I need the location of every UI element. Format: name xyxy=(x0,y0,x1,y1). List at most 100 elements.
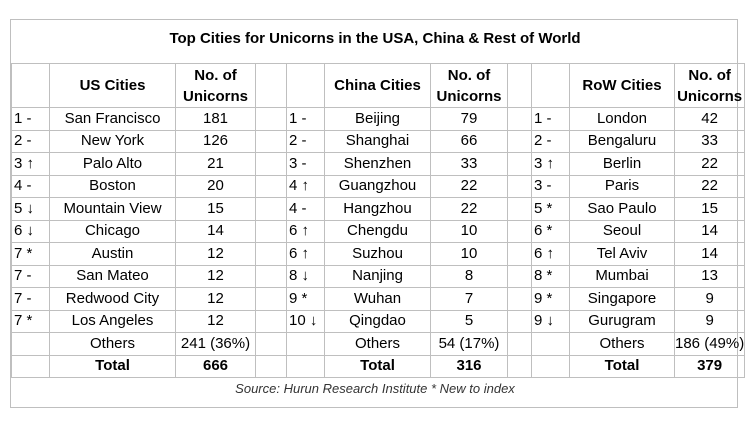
cn-others-count: 54 (17%) xyxy=(430,332,508,356)
us-count-cell: 126 xyxy=(175,129,256,153)
table-row: 2 - New York 126 2 - Shanghai 66 2 - Bengaluru 3… xyxy=(11,129,746,153)
row-cities-header: RoW Cities xyxy=(569,63,675,108)
spacer-cell xyxy=(255,219,287,243)
spacer-cell xyxy=(255,152,287,176)
cn-rank-cell: 1 - xyxy=(286,107,325,131)
cn-count-cell: 66 xyxy=(430,129,508,153)
cn-city-cell: Beijing xyxy=(324,107,431,131)
us-rank-cell: 2 - xyxy=(11,129,50,153)
us-city-cell: New York xyxy=(49,129,176,153)
spacer-cell xyxy=(255,287,287,311)
us-total-count: 666 xyxy=(175,354,256,378)
cn-rank-cell: 8 ↓ xyxy=(286,264,325,288)
spacer-cell xyxy=(531,354,570,378)
us-count-cell: 20 xyxy=(175,174,256,198)
us-city-cell: Chicago xyxy=(49,219,176,243)
spacer-cell xyxy=(255,174,287,198)
spacer-cell xyxy=(286,354,325,378)
us-count-cell: 12 xyxy=(175,242,256,266)
rw-rank-cell: 1 - xyxy=(531,107,570,131)
rw-rank-cell: 3 ↑ xyxy=(531,152,570,176)
cn-count-cell: 22 xyxy=(430,197,508,221)
spacer-cell xyxy=(507,152,532,176)
cn-count-cell: 5 xyxy=(430,309,508,333)
us-count-cell: 181 xyxy=(175,107,256,131)
cn-city-cell: Hangzhou xyxy=(324,197,431,221)
us-rank-cell: 7 * xyxy=(11,309,50,333)
spacer-cell xyxy=(507,129,532,153)
table-row: 7 - Redwood City 12 9 * Wuhan 7 9 * Singapore 9 xyxy=(11,287,746,311)
us-city-cell: San Francisco xyxy=(49,107,176,131)
cn-count-cell: 10 xyxy=(430,242,508,266)
us-rank-cell: 5 ↓ xyxy=(11,197,50,221)
rw-count-cell: 14 xyxy=(673,242,746,266)
us-rank-cell: 4 - xyxy=(11,174,50,198)
cn-city-cell: Wuhan xyxy=(324,287,431,311)
us-count-cell: 12 xyxy=(175,287,256,311)
table-title: Top Cities for Unicorns in the USA, Chin… xyxy=(169,30,581,47)
cn-city-cell: Shanghai xyxy=(324,129,431,153)
spacer-cell xyxy=(255,242,287,266)
spacer-cell xyxy=(507,197,532,221)
rw-rank-cell: 2 - xyxy=(531,129,570,153)
cn-count-cell: 10 xyxy=(430,219,508,243)
cn-city-cell: Suzhou xyxy=(324,242,431,266)
cn-count-cell: 33 xyxy=(430,152,508,176)
table-row: 5 ↓ Mountain View 15 4 - Hangzhou 22 5 * Sao Pa… xyxy=(11,197,746,221)
rw-count-cell: 15 xyxy=(673,197,746,221)
us-city-cell: Los Angeles xyxy=(49,309,176,333)
us-city-cell: Boston xyxy=(49,174,176,198)
rw-count-cell: 14 xyxy=(673,219,746,243)
cn-rank-cell: 6 ↑ xyxy=(286,242,325,266)
us-others-count: 241 (36%) xyxy=(175,332,256,356)
us-city-cell: San Mateo xyxy=(49,264,176,288)
cn-rank-cell: 9 * xyxy=(286,287,325,311)
cn-rank-cell: 4 ↑ xyxy=(286,174,325,198)
rw-city-cell: Berlin xyxy=(569,152,675,176)
table-row: 6 ↓ Chicago 14 6 ↑ Chengdu 10 6 * Seoul 14 xyxy=(11,219,746,243)
us-count-cell: 21 xyxy=(175,152,256,176)
rw-city-cell: Singapore xyxy=(569,287,675,311)
rw-rank-cell: 8 * xyxy=(531,264,570,288)
spacer-cell xyxy=(255,309,287,333)
cn-rank-header xyxy=(286,63,325,108)
spacer-cell xyxy=(531,332,570,356)
rw-rank-cell: 6 ↑ xyxy=(531,242,570,266)
cn-city-cell: Qingdao xyxy=(324,309,431,333)
us-rank-cell: 6 ↓ xyxy=(11,219,50,243)
spacer-cell xyxy=(255,354,287,378)
us-city-cell: Palo Alto xyxy=(49,152,176,176)
spacer-cell xyxy=(255,63,287,108)
us-others-label: Others xyxy=(49,332,176,356)
cn-total-count: 316 xyxy=(430,354,508,378)
spacer-cell xyxy=(286,332,325,356)
us-rank-cell: 7 - xyxy=(11,264,50,288)
cn-count-cell: 7 xyxy=(430,287,508,311)
spacer-cell xyxy=(507,287,532,311)
us-city-cell: Mountain View xyxy=(49,197,176,221)
unicorn-cities-table: US Cities No. of Unicorns China Cities No… xyxy=(11,63,746,378)
spacer-cell xyxy=(507,264,532,288)
spacer-cell xyxy=(507,309,532,333)
rw-count-cell: 33 xyxy=(673,129,746,153)
rw-city-cell: Gurugram xyxy=(569,309,675,333)
us-rank-cell: 1 - xyxy=(11,107,50,131)
source-note: Source: Hurun Research Institute * New t… xyxy=(235,381,515,396)
rw-count-cell: 9 xyxy=(673,309,746,333)
us-total-label: Total xyxy=(49,354,176,378)
us-city-cell: Austin xyxy=(49,242,176,266)
us-rank-cell: 7 * xyxy=(11,242,50,266)
cn-count-cell: 22 xyxy=(430,174,508,198)
rw-city-cell: Seoul xyxy=(569,219,675,243)
china-cities-header: China Cities xyxy=(324,63,431,108)
table-row: 7 * Austin 12 6 ↑ Suzhou 10 6 ↑ Tel Aviv 14 xyxy=(11,242,746,266)
cn-total-label: Total xyxy=(324,354,431,378)
cn-city-cell: Nanjing xyxy=(324,264,431,288)
spacer-cell xyxy=(11,354,50,378)
rw-count-cell: 22 xyxy=(673,152,746,176)
cn-rank-cell: 10 ↓ xyxy=(286,309,325,333)
table-row: 7 - San Mateo 12 8 ↓ Nanjing 8 8 * Mumbai 13 xyxy=(11,264,746,288)
spacer-cell xyxy=(255,107,287,131)
rw-count-cell: 42 xyxy=(673,107,746,131)
rw-count-cell: 13 xyxy=(673,264,746,288)
